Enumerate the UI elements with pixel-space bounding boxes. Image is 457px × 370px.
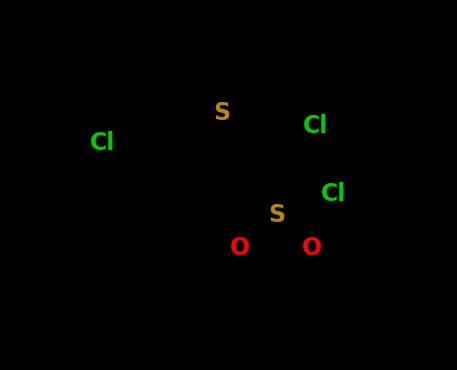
Text: O: O xyxy=(229,236,250,260)
Text: Cl: Cl xyxy=(303,114,329,138)
Text: Cl: Cl xyxy=(90,131,116,155)
Text: S: S xyxy=(213,101,230,125)
Text: Cl: Cl xyxy=(321,182,346,206)
Text: O: O xyxy=(302,236,322,260)
Text: S: S xyxy=(268,204,285,227)
